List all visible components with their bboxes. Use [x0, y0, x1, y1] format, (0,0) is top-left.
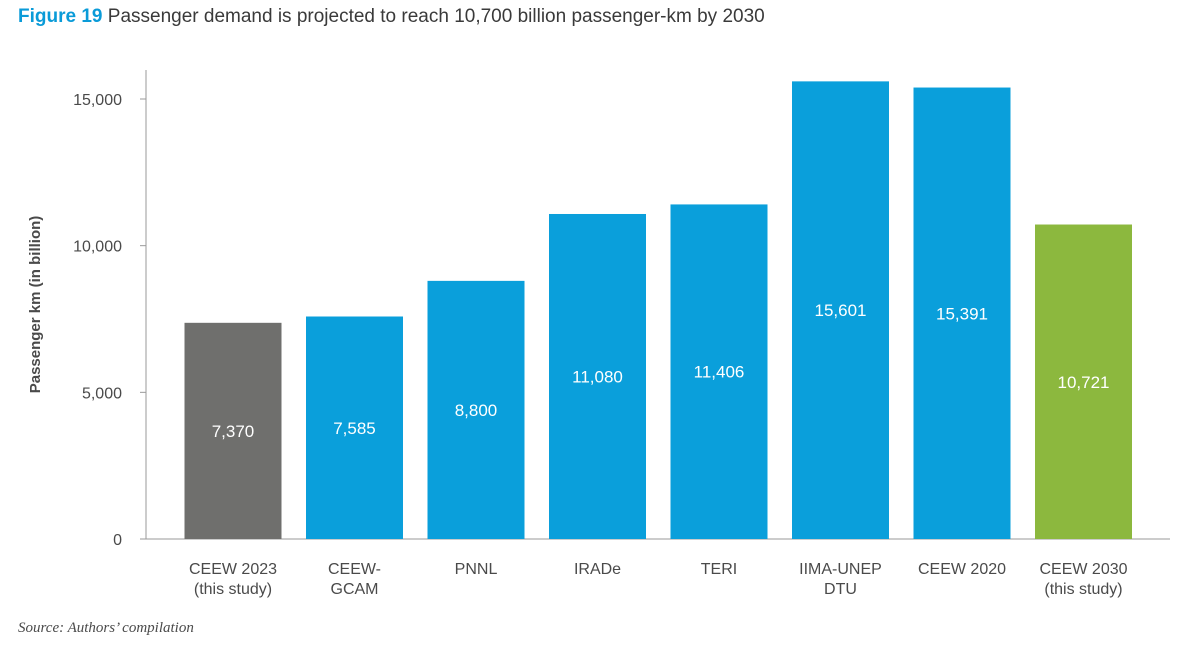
x-tick-label-line: CEEW 2030	[1039, 561, 1127, 578]
bar	[1035, 224, 1132, 539]
x-tick-label: IIMA-UNEP DTU	[799, 561, 882, 598]
bar	[184, 322, 282, 539]
data-label: 7,370	[212, 422, 255, 441]
x-tick-label: CEEW 2023 (this study)	[189, 561, 277, 598]
figure-title: Figure 19 Passenger demand is projected …	[18, 6, 765, 28]
data-label: 15,391	[936, 304, 988, 323]
x-tick-label: TERI	[701, 561, 737, 578]
figure-label: Figure 19	[18, 6, 103, 27]
x-tick-label-line: IRADe	[574, 561, 621, 578]
bar	[306, 316, 403, 539]
y-tick-label: 10,000	[73, 239, 122, 256]
x-tick-label-line: DTU	[824, 581, 857, 598]
chart-labels: 7,370 CEEW 2023 (this study) 7,585 CEEW- GCAM…	[189, 301, 1128, 598]
x-tick-label-line: (this study)	[1044, 581, 1122, 598]
data-label: 15,601	[815, 301, 867, 320]
y-axis-title: Passenger km (in billion)	[27, 216, 44, 394]
y-tick-label: 5,000	[82, 385, 122, 402]
y-tick-label: 0	[113, 532, 122, 549]
bar-chart: 0 5,000 10,000 15,000 Passenger km (in billi…	[27, 70, 1170, 598]
x-tick-label: IRADe	[574, 561, 621, 578]
x-tick-label-line: TERI	[701, 561, 737, 578]
x-tick-label-line: IIMA-UNEP	[799, 561, 882, 578]
x-tick-label-line: CEEW 2020	[918, 561, 1006, 578]
chart-bars	[184, 81, 1132, 539]
bar	[792, 81, 889, 539]
bar	[549, 213, 646, 539]
source-note: Source: Authors’ compilation	[18, 620, 194, 636]
data-label: 7,585	[333, 419, 376, 438]
x-tick-label-line: CEEW-	[328, 561, 381, 578]
x-tick-label: CEEW 2030 (this study)	[1039, 561, 1127, 598]
x-tick-label-line: PNNL	[455, 561, 498, 578]
x-tick-label-line: CEEW 2023	[189, 561, 277, 578]
x-tick-label: CEEW- GCAM	[328, 561, 381, 598]
data-label: 11,080	[572, 367, 623, 386]
x-tick-label-line: (this study)	[194, 581, 272, 598]
y-tick-label: 15,000	[73, 92, 122, 109]
x-tick-label: CEEW 2020	[918, 561, 1006, 578]
data-label: 8,800	[455, 401, 498, 420]
figure-title-text: Passenger demand is projected to reach 1…	[107, 6, 765, 27]
bar	[427, 280, 525, 539]
data-label: 11,406	[694, 363, 745, 382]
x-tick-label-line: GCAM	[331, 581, 379, 598]
x-tick-label: PNNL	[455, 561, 498, 578]
bar	[913, 87, 1011, 539]
data-label: 10,721	[1058, 373, 1110, 392]
bar	[670, 204, 768, 539]
